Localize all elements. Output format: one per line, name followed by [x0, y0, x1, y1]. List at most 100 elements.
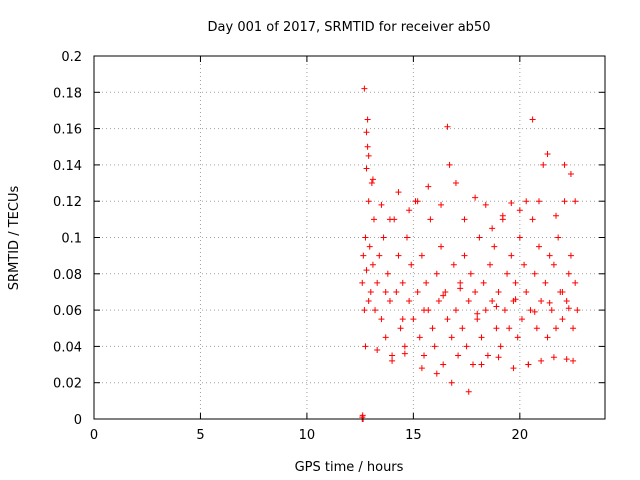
y-tick-label: 0.1: [61, 232, 82, 247]
data-point: [525, 361, 532, 368]
data-point: [472, 288, 479, 295]
data-point: [482, 201, 489, 208]
data-point: [559, 288, 566, 295]
data-point: [421, 307, 428, 314]
data-point: [484, 352, 491, 359]
data-point: [561, 198, 568, 205]
data-point: [508, 200, 515, 207]
data-point: [376, 252, 383, 259]
data-point: [418, 252, 425, 259]
data-point: [555, 234, 562, 241]
data-point: [455, 352, 462, 359]
grid: [94, 56, 605, 419]
data-point: [399, 316, 406, 323]
data-point: [546, 299, 553, 306]
data-point: [467, 270, 474, 277]
y-tick-label: 0.04: [53, 340, 82, 355]
data-point: [514, 334, 521, 341]
x-tick-label: 20: [512, 428, 529, 443]
data-point: [538, 357, 545, 364]
data-point: [418, 365, 425, 372]
data-point: [421, 352, 428, 359]
data-point: [493, 325, 500, 332]
data-point: [487, 261, 494, 268]
data-point: [429, 325, 436, 332]
data-point: [457, 285, 464, 292]
y-tick-label: 0.02: [53, 377, 82, 392]
data-point: [368, 180, 375, 187]
data-point: [540, 161, 547, 168]
data-point: [365, 298, 372, 305]
data-point: [448, 379, 455, 386]
data-point: [463, 343, 470, 350]
data-point: [550, 261, 557, 268]
data-point: [403, 234, 410, 241]
data-point: [531, 270, 538, 277]
data-point: [372, 307, 379, 314]
data-point: [444, 123, 451, 130]
data-point: [433, 270, 440, 277]
data-point: [395, 189, 402, 196]
y-axis-label: SRMTID / TECUs: [7, 186, 22, 291]
data-point: [474, 316, 481, 323]
data-point: [360, 252, 367, 259]
y-tick-label: 0.06: [53, 304, 82, 319]
data-point: [491, 243, 498, 250]
data-point: [512, 279, 519, 286]
data-point: [572, 198, 579, 205]
data-point: [382, 334, 389, 341]
data-point: [544, 334, 551, 341]
data-point: [533, 325, 540, 332]
data-point: [361, 85, 368, 92]
data-point: [508, 252, 515, 259]
data-point: [538, 298, 545, 305]
data-point: [408, 261, 415, 268]
data-point: [489, 298, 496, 305]
y-tick-label: 0.2: [61, 50, 82, 65]
data-points: [359, 85, 581, 422]
data-point: [397, 325, 404, 332]
data-point: [546, 252, 553, 259]
data-point: [550, 354, 557, 361]
x-tick-label: 5: [196, 428, 204, 443]
data-point: [410, 316, 417, 323]
data-point: [369, 261, 376, 268]
x-tick-label: 10: [299, 428, 316, 443]
data-point: [395, 252, 402, 259]
data-point: [438, 201, 445, 208]
data-point: [465, 298, 472, 305]
data-point: [435, 298, 442, 305]
data-point: [442, 288, 449, 295]
data-point: [362, 234, 369, 241]
data-point: [367, 288, 374, 295]
y-tick-label: 0.12: [53, 195, 82, 210]
data-point: [389, 357, 396, 364]
data-point: [474, 310, 481, 317]
data-point: [363, 165, 370, 172]
data-point: [523, 288, 530, 295]
data-point: [363, 267, 370, 274]
data-point: [472, 194, 479, 201]
y-tick-label: 0.14: [53, 159, 82, 174]
data-point: [431, 343, 438, 350]
data-point: [423, 279, 430, 286]
data-point: [574, 307, 581, 314]
data-point: [563, 356, 570, 363]
data-point: [414, 288, 421, 295]
data-point: [370, 216, 377, 223]
x-tick-label: 15: [405, 428, 422, 443]
data-point: [369, 176, 376, 183]
data-point: [529, 216, 536, 223]
data-point: [384, 270, 391, 277]
data-point: [565, 270, 572, 277]
data-point: [401, 350, 408, 357]
data-point: [386, 298, 393, 305]
data-point: [567, 170, 574, 177]
data-point: [495, 288, 502, 295]
data-point: [427, 216, 434, 223]
data-point: [364, 116, 371, 123]
data-point: [425, 183, 432, 190]
data-point: [544, 151, 551, 158]
data-point: [553, 212, 560, 219]
